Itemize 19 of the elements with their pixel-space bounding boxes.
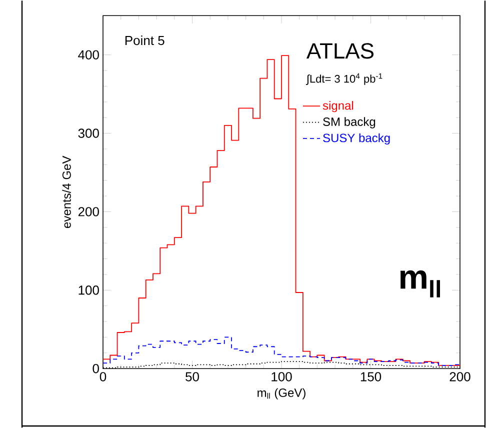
y-tick-label: 300 [78, 128, 99, 138]
annotation: ATLAS [306, 43, 374, 59]
x-axis-title: m$_{ll}$ (GeV) [258, 388, 306, 400]
y-tick-label: 100 [78, 285, 99, 295]
x-tick-label: 150 [360, 372, 382, 382]
x-tick-label: 200 [450, 372, 470, 382]
y-tick-label: 400 [78, 50, 99, 60]
y-tick-label: 200 [78, 207, 99, 216]
annotation: ∫Ldt= 3 10$^{4}$ pb$^{-1}$ [306, 73, 382, 85]
x-tick-label: 100 [272, 372, 292, 382]
legend-label: signal [322, 100, 354, 112]
legend-label: SUSY backg [323, 133, 390, 144]
y-axis-title: events/4 GeV [62, 156, 71, 228]
x-tick-label: 0 [100, 372, 106, 382]
annotation: m$_{ll}$ [400, 270, 440, 298]
annotation: Point 5 [125, 35, 164, 45]
legend-label: SM backg [323, 117, 376, 128]
y-tick-label: 0 [92, 364, 99, 374]
x-tick-label: 50 [186, 372, 199, 382]
